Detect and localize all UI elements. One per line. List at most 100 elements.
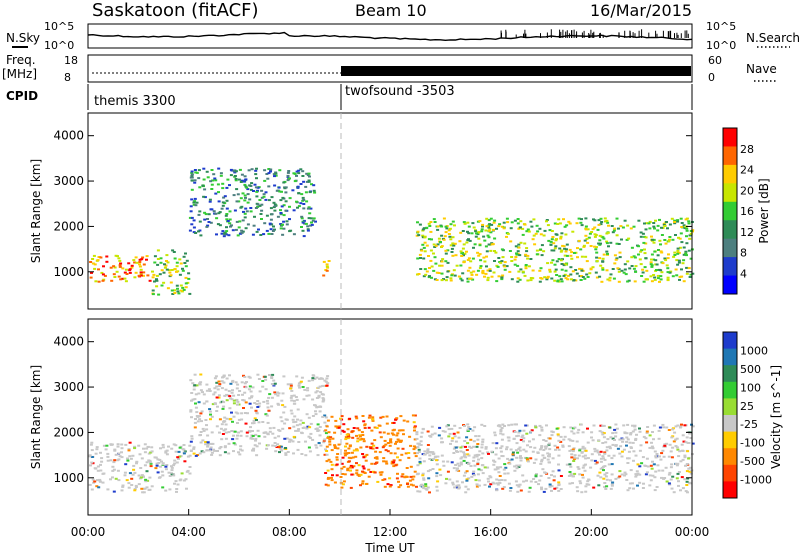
heatmap-cell xyxy=(101,273,105,276)
heatmap-cell xyxy=(282,220,286,223)
heatmap-cell xyxy=(568,482,572,485)
heatmap-cell xyxy=(388,477,392,480)
heatmap-cell xyxy=(307,206,311,209)
heatmap-cell xyxy=(327,431,331,434)
heatmap-cell xyxy=(498,425,502,428)
heatmap-cell xyxy=(673,222,677,225)
heatmap-cell xyxy=(511,453,515,456)
heatmap-cell xyxy=(686,491,689,494)
heatmap-cell xyxy=(400,453,404,456)
heatmap-cell xyxy=(409,444,413,447)
heatmap-cell xyxy=(556,223,560,225)
heatmap-cell xyxy=(557,489,561,492)
heatmap-cell xyxy=(560,232,564,235)
heatmap-cell xyxy=(265,214,269,217)
heatmap-cell xyxy=(479,469,483,472)
heatmap-cell xyxy=(190,198,194,201)
heatmap-cell xyxy=(465,241,469,244)
heatmap-cell xyxy=(199,381,203,384)
heatmap-cell xyxy=(489,476,493,479)
heatmap-cell xyxy=(663,477,667,479)
heatmap-cell xyxy=(392,433,395,436)
heatmap-cell xyxy=(669,466,673,469)
heatmap-cell xyxy=(677,455,681,458)
heatmap-cell xyxy=(215,410,219,412)
heatmap-cell xyxy=(383,485,387,488)
heatmap-cell xyxy=(510,260,514,262)
heatmap-cell xyxy=(314,428,318,430)
heatmap-cell xyxy=(658,218,661,221)
heatmap-cell xyxy=(194,232,198,234)
heatmap-cell xyxy=(577,239,581,242)
heatmap-cell xyxy=(579,423,583,426)
heatmap-cell xyxy=(685,436,689,439)
heatmap-cell xyxy=(228,395,232,398)
heatmap-cell xyxy=(620,450,624,453)
heatmap-cell xyxy=(648,446,652,449)
heatmap-cell xyxy=(238,390,242,392)
heatmap-cell xyxy=(589,245,593,247)
heatmap-cell xyxy=(144,480,148,483)
heatmap-cell xyxy=(330,463,334,466)
heatmap-cell xyxy=(654,219,657,222)
colorbar-tick-label: -1000 xyxy=(740,474,772,487)
heatmap-cell xyxy=(227,390,231,393)
heatmap-cell xyxy=(590,436,593,439)
heatmap-cell xyxy=(397,480,400,483)
noise-panel: N.Sky 10^5 10^0 10^5 10^0 N.Search xyxy=(6,20,800,52)
nave-block xyxy=(341,66,691,76)
heatmap-cell xyxy=(156,458,160,461)
heatmap-cell xyxy=(685,463,689,466)
heatmap-cell xyxy=(274,172,278,175)
heatmap-cell xyxy=(256,205,260,208)
heatmap-cell xyxy=(617,270,621,273)
heatmap-cell xyxy=(637,245,640,248)
heatmap-cell xyxy=(301,229,305,232)
heatmap-cell xyxy=(193,426,197,429)
heatmap-cell xyxy=(235,188,239,191)
heatmap-cell xyxy=(234,411,238,414)
heatmap-cell xyxy=(237,200,241,203)
heatmap-cell xyxy=(142,487,146,490)
heatmap-cell xyxy=(500,276,504,279)
heatmap-cell xyxy=(236,434,239,437)
heatmap-cell xyxy=(515,484,519,487)
heatmap-cell xyxy=(405,467,409,469)
heatmap-cell xyxy=(553,444,557,447)
heatmap-cell xyxy=(117,452,121,455)
heatmap-cell xyxy=(452,452,456,454)
heatmap-cell xyxy=(139,467,143,469)
heatmap-cell xyxy=(603,458,607,461)
heatmap-cell xyxy=(250,182,254,185)
heatmap-cell xyxy=(183,450,187,453)
heatmap-cell xyxy=(186,455,190,458)
heatmap-cell xyxy=(273,442,277,444)
heatmap-cell xyxy=(212,393,216,396)
heatmap-cell xyxy=(220,207,224,210)
heatmap-cell xyxy=(236,412,240,415)
heatmap-cell xyxy=(681,487,685,490)
heatmap-cell xyxy=(254,207,258,209)
heatmap-cell xyxy=(459,457,463,460)
heatmap-cell xyxy=(228,184,231,187)
heatmap-cell xyxy=(533,446,537,449)
heatmap-cell xyxy=(460,279,464,282)
heatmap-cell xyxy=(613,254,617,257)
heatmap-cell xyxy=(472,226,476,229)
heatmap-cell xyxy=(264,413,268,416)
heatmap-cell xyxy=(494,251,498,254)
heatmap-cell xyxy=(164,264,168,267)
noise-left-label: N.Sky xyxy=(6,31,40,45)
heatmap-cell xyxy=(681,458,685,461)
heatmap-cell xyxy=(614,477,618,480)
heatmap-cell xyxy=(234,381,238,384)
heatmap-cell xyxy=(489,217,493,220)
heatmap-cell xyxy=(595,256,599,259)
heatmap-cell xyxy=(307,435,311,438)
heatmap-cell xyxy=(474,479,478,482)
heatmap-cell xyxy=(524,267,528,270)
heatmap-cell xyxy=(522,480,526,483)
heatmap-cell xyxy=(203,211,207,214)
heatmap-cell xyxy=(200,420,203,423)
heatmap-cell xyxy=(268,222,272,225)
